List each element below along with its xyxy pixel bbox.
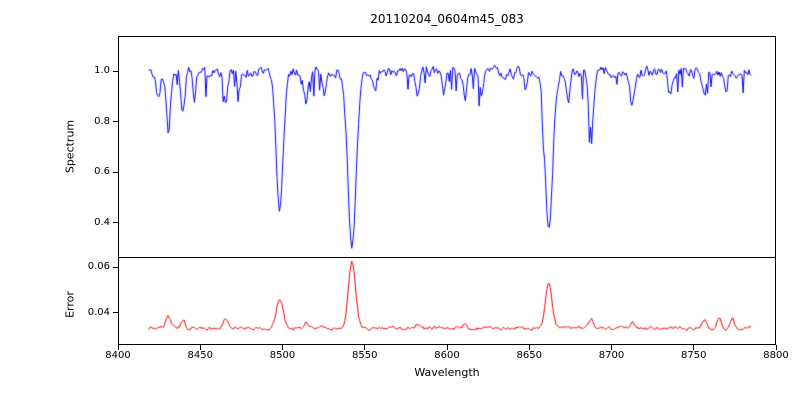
- x-tick-mark: [611, 345, 612, 350]
- x-tick-label: 8800: [763, 350, 789, 361]
- x-tick-mark: [364, 345, 366, 350]
- y-tick-label: 0.6: [94, 166, 110, 178]
- x-tick-label: 8700: [598, 350, 625, 361]
- x-tick-mark: [693, 345, 695, 350]
- x-axis-label: Wavelength: [414, 366, 480, 379]
- y-tick-mark: [113, 70, 118, 72]
- spectrum-panel: [118, 36, 776, 258]
- x-tick-label: 8750: [681, 350, 707, 361]
- x-tick-label: 8650: [516, 350, 542, 361]
- x-tick-mark: [775, 345, 777, 350]
- x-tick-label: 8550: [352, 350, 378, 361]
- x-tick-label: 8450: [187, 350, 213, 361]
- x-tick-mark: [199, 345, 201, 350]
- spectrum-plot: [119, 37, 775, 257]
- x-tick-label: 8500: [269, 350, 296, 361]
- y-tick-label: 0.8: [94, 115, 110, 127]
- y-tick-label: 0.04: [87, 306, 110, 318]
- y-tick-mark: [113, 222, 118, 224]
- y-tick-mark: [113, 312, 118, 314]
- error-plot: [119, 258, 775, 344]
- spectrum-y-axis-label: Spectrum: [63, 119, 77, 174]
- x-tick-mark: [528, 345, 530, 350]
- y-tick-label: 0.06: [87, 261, 110, 273]
- y-tick-mark: [113, 171, 118, 173]
- error-panel: [118, 258, 776, 345]
- x-tick-label: 8600: [434, 350, 460, 361]
- y-tick-label: 1.0: [94, 65, 110, 77]
- x-tick-mark: [282, 345, 283, 350]
- y-tick-mark: [113, 266, 118, 268]
- y-tick-mark: [113, 121, 118, 123]
- chart-title: 20110204_0604m45_083: [370, 12, 524, 26]
- x-tick-label: 8400: [105, 350, 131, 361]
- error-y-axis-label: Error: [63, 291, 77, 318]
- x-tick-mark: [117, 345, 119, 350]
- x-tick-mark: [446, 345, 448, 350]
- y-tick-label: 0.4: [94, 216, 110, 228]
